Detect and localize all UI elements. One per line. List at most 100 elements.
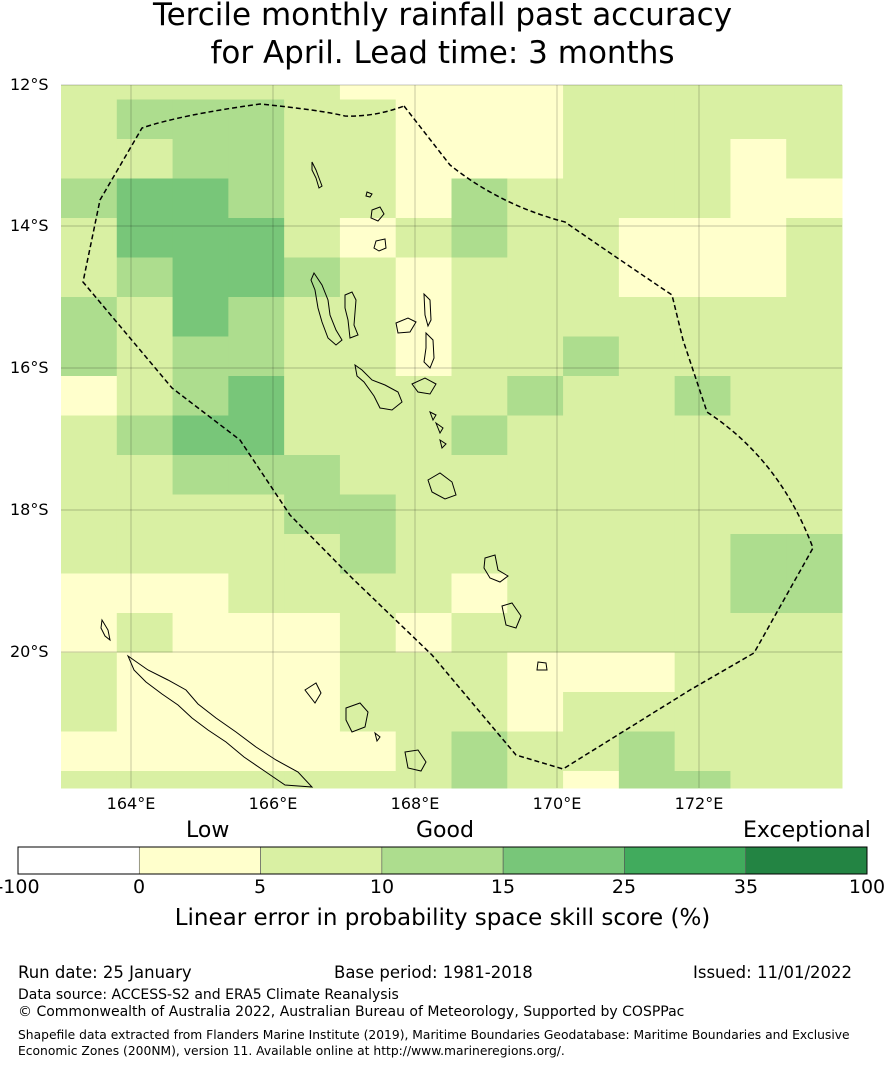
skill-cell: [563, 336, 620, 377]
colorbar-segment: [138, 846, 261, 875]
skill-cell: [563, 613, 620, 653]
skill-cell: [618, 455, 676, 495]
colorbar-outline: [17, 846, 868, 875]
skill-cell: [674, 376, 731, 416]
skill-cell: [172, 297, 229, 337]
category-good: Good: [416, 818, 474, 843]
skill-cell: [395, 178, 452, 219]
skill-cell: [172, 652, 229, 693]
skill-cell: [618, 771, 676, 789]
skill-cell: [786, 99, 843, 140]
skill-cell: [172, 415, 229, 456]
skill-cell: [339, 534, 397, 574]
skill-cell: [507, 218, 564, 258]
colorbar: [17, 846, 868, 875]
skill-cell: [730, 99, 787, 140]
lon-label: 164°E: [106, 794, 156, 813]
skill-cell: [451, 297, 508, 337]
skill-cell: [395, 415, 452, 456]
skill-cell: [730, 336, 787, 377]
skill-cell: [395, 376, 452, 416]
skill-cell: [284, 415, 341, 456]
skill-cell: [451, 257, 508, 298]
skill-cell: [284, 139, 341, 179]
skill-cell: [395, 692, 452, 732]
colorbar-label: Linear error in probability space skill …: [174, 905, 711, 931]
lat-label: 18°S: [10, 500, 49, 519]
skill-cell: [228, 85, 285, 100]
skill-cell: [451, 415, 508, 456]
skill-cell: [730, 297, 787, 337]
skill-cell: [61, 692, 118, 732]
skill-cell: [172, 218, 229, 258]
skill-cell: [284, 652, 341, 693]
skill-cell: [618, 494, 676, 535]
colorbar-segment: [502, 846, 625, 875]
skill-cell: [116, 771, 174, 789]
skill-cell: [507, 534, 564, 574]
skill-cell: [61, 297, 118, 337]
skill-cell: [674, 415, 731, 456]
data-source: Data source: ACCESS-S2 and ERA5 Climate …: [18, 987, 399, 1003]
skill-cell: [674, 99, 731, 140]
skill-cell: [451, 85, 508, 100]
lat-label: 12°S: [10, 75, 49, 94]
skill-cell: [172, 85, 229, 100]
issued-date: Issued: 11/01/2022: [693, 963, 853, 982]
skill-cell: [395, 771, 452, 789]
skill-cell: [172, 455, 229, 495]
title-line-1: Tercile monthly rainfall past accuracy: [152, 0, 733, 33]
skill-cell: [116, 85, 174, 100]
skill-cell: [116, 652, 174, 693]
skill-cell: [228, 652, 285, 693]
skill-cell: [674, 178, 731, 219]
skill-cell: [116, 494, 174, 535]
lat-label: 14°S: [10, 216, 49, 235]
skill-cell: [507, 376, 564, 416]
skill-cell: [284, 731, 341, 772]
skill-cell: [563, 415, 620, 456]
skill-cell: [395, 455, 452, 495]
lon-label: 166°E: [248, 794, 298, 813]
colorbar-tick: -100: [0, 876, 40, 898]
lat-label: 20°S: [10, 642, 49, 661]
skill-cell: [563, 494, 620, 535]
skill-cell: [451, 218, 508, 258]
skill-cell: [61, 652, 118, 693]
skill-cell: [395, 139, 452, 179]
skill-cell: [507, 297, 564, 337]
skill-cell: [395, 652, 452, 693]
skill-cell: [116, 218, 174, 258]
skill-cell: [395, 494, 452, 535]
skill-cell: [507, 415, 564, 456]
skill-cell: [395, 613, 452, 653]
skill-cell: [61, 771, 118, 789]
copyright: © Commonwealth of Australia 2022, Austra…: [18, 1004, 685, 1020]
skill-cell: [172, 178, 229, 219]
skill-cell: [228, 494, 285, 535]
skill-cell: [61, 376, 118, 416]
skill-cell: [228, 139, 285, 179]
colorbar-segment: [381, 846, 504, 875]
skill-cell: [116, 139, 174, 179]
skill-cell: [116, 692, 174, 732]
skill-cell: [618, 297, 676, 337]
skill-cell: [674, 494, 731, 535]
skill-cell: [786, 218, 843, 258]
skill-cell: [228, 336, 285, 377]
skill-cell: [507, 771, 564, 789]
skill-cell: [339, 139, 397, 179]
skill-cell: [228, 415, 285, 456]
skill-cell: [172, 257, 229, 298]
skill-cell: [61, 336, 118, 377]
skill-cell: [61, 99, 118, 140]
skill-cell: [730, 415, 787, 456]
skill-cell: [284, 494, 341, 535]
skill-cell: [116, 297, 174, 337]
skill-cell: [674, 297, 731, 337]
skill-cell: [116, 731, 174, 772]
skill-grid: [61, 85, 843, 789]
skill-cell: [563, 99, 620, 140]
skill-cell: [172, 573, 229, 614]
skill-cell: [786, 534, 843, 574]
